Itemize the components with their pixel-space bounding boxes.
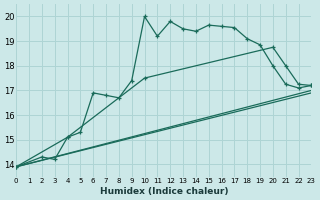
X-axis label: Humidex (Indice chaleur): Humidex (Indice chaleur) (100, 187, 228, 196)
